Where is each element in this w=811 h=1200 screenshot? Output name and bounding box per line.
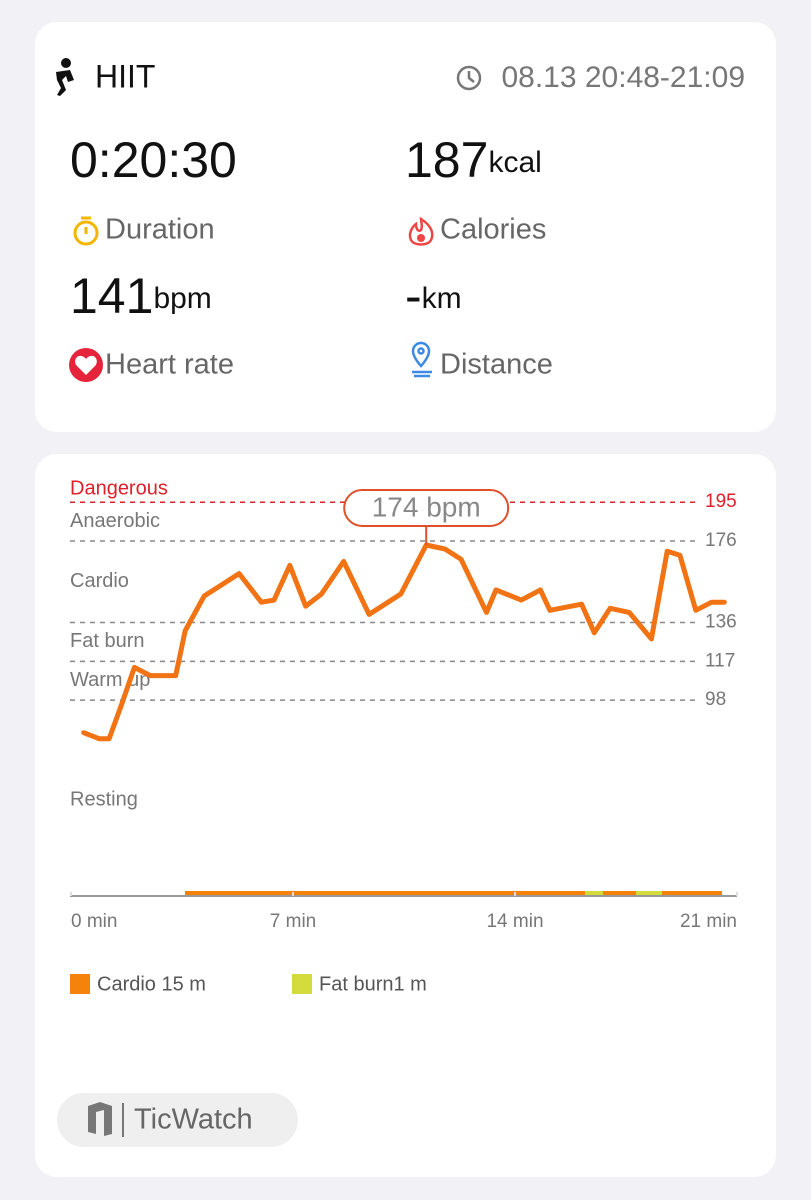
zone-bar: [185, 891, 722, 896]
value: 0:20:30: [70, 132, 237, 188]
calories-icon: [408, 216, 434, 246]
y-tick-label: 117: [705, 650, 735, 671]
value: -: [405, 268, 422, 324]
annotation-box: [343, 489, 510, 527]
zone-label: Anaerobic: [70, 510, 160, 532]
stat-value: 0:20:30: [70, 132, 237, 188]
stat-value: -km: [405, 268, 462, 324]
y-tick-label: 136: [705, 612, 737, 633]
unit: bpm: [153, 282, 211, 315]
stat-value: 141bpm: [70, 268, 212, 324]
zone-bar: [636, 891, 662, 896]
x-tick-label: 0 min: [71, 911, 117, 932]
stat-label: Heart rate: [105, 349, 234, 381]
legend-swatch: [70, 974, 90, 994]
value: 187: [405, 132, 488, 188]
zone-label: Warm up: [70, 669, 150, 691]
brand-icon: [88, 1102, 124, 1137]
activity: HIIT: [95, 58, 155, 94]
stat-label: Distance: [440, 349, 553, 381]
duration-icon: [73, 216, 99, 246]
y-tick-label: 195: [705, 491, 737, 512]
brand-pill: [57, 1093, 298, 1147]
unit: kcal: [488, 146, 541, 179]
distance-icon: [411, 341, 432, 378]
zone-label: Dangerous: [70, 477, 168, 499]
zone-label: Resting: [70, 788, 138, 810]
stat-label: Calories: [440, 214, 546, 246]
legend-label: Fat burn1 m: [319, 973, 427, 995]
y-tick-label: 176: [705, 530, 737, 551]
x-tick-label: 7 min: [270, 911, 316, 932]
clock-icon: [456, 65, 482, 91]
heart-icon: [69, 348, 103, 382]
legend-label: Cardio 15 m: [97, 973, 206, 995]
annotation: 174 bpm: [372, 491, 481, 522]
chart-card: [35, 454, 776, 1177]
zone-label: Cardio: [70, 570, 129, 592]
zone-label: Fat burn: [70, 630, 144, 652]
stat-label: Duration: [105, 214, 215, 246]
run-icon: [56, 58, 74, 96]
x-tick-label: 14 min: [486, 911, 543, 932]
summary-card: [35, 22, 776, 432]
unit: km: [422, 282, 462, 315]
legend-swatch: [292, 974, 312, 994]
y-tick-label: 98: [705, 689, 726, 710]
value: 141: [70, 268, 153, 324]
stat-value: 187kcal: [405, 132, 542, 188]
time: 08.13 20:48-21:09: [501, 61, 745, 94]
heart-rate-line: [81, 542, 727, 742]
brand: TicWatch: [134, 1104, 253, 1136]
x-tick-label: 21 min: [680, 911, 737, 932]
zone-bar: [585, 891, 603, 896]
